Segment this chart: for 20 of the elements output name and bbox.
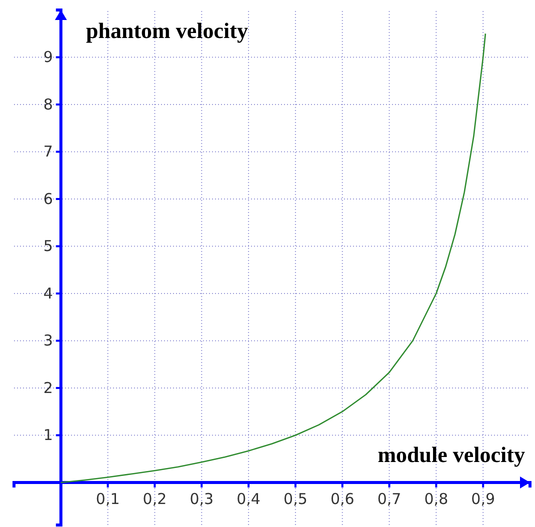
x-tick-label: 0,4 xyxy=(236,490,260,508)
y-tick-label: 6 xyxy=(43,190,53,208)
x-tick-label: 0,2 xyxy=(142,490,167,508)
x-tick-label: 0,9 xyxy=(471,490,496,508)
y-tick-label: 9 xyxy=(43,48,53,66)
y-tick-label: 4 xyxy=(43,284,53,302)
x-tick-label: 0,8 xyxy=(424,490,448,508)
x-tick-label: 0,5 xyxy=(284,490,308,508)
y-tick-label: 8 xyxy=(43,95,53,114)
y-tick-label: 7 xyxy=(43,142,53,161)
y-tick-label: 2 xyxy=(43,378,53,397)
y-tick-label: 5 xyxy=(43,237,53,256)
x-axis-title: module velocity xyxy=(378,442,525,467)
y-tick-label: 3 xyxy=(43,332,53,350)
x-tick-label: 0,3 xyxy=(190,490,214,508)
x-tick-label: 0,7 xyxy=(377,490,402,508)
y-axis-title: phantom velocity xyxy=(86,18,248,43)
x-tick-label: 0,1 xyxy=(96,490,120,508)
x-tick-label: 0,6 xyxy=(330,490,354,508)
y-tick-label: 1 xyxy=(43,426,53,444)
